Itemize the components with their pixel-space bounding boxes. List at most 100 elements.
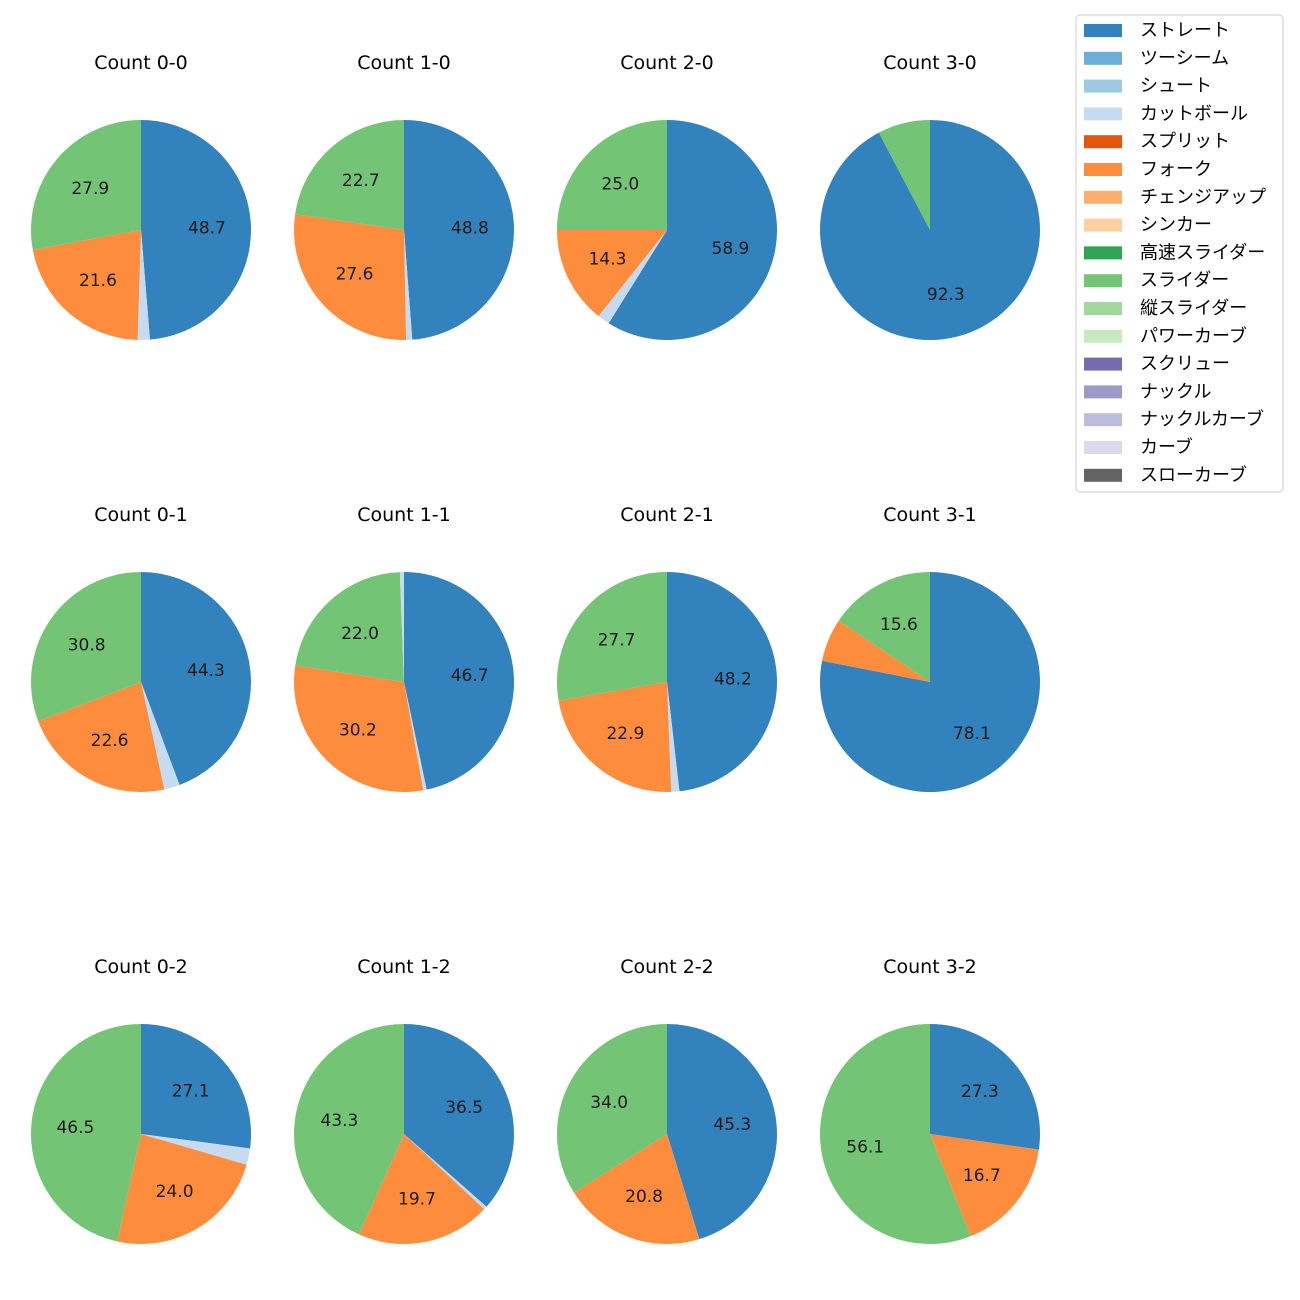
legend-swatch [1084, 163, 1122, 176]
pie-slice [667, 1024, 777, 1240]
pie-slice [557, 120, 667, 230]
slice-label: 19.7 [398, 1190, 436, 1210]
pie-slice [293, 1024, 404, 1235]
pie-panel: Count 1-1 46.7 30.2 22.0 [293, 504, 514, 792]
legend-label: ナックルカーブ [1140, 408, 1264, 430]
panel-title: Count 3-2 [883, 956, 977, 978]
legend-swatch [1084, 246, 1122, 260]
slice-label: 22.0 [341, 624, 379, 644]
legend-item: ナックルカーブ [1084, 408, 1264, 430]
legend-label: フォーク [1140, 159, 1212, 180]
slice-label: 27.1 [172, 1082, 210, 1102]
legend-swatch [1084, 385, 1122, 399]
legend-item: 縦スライダー [1084, 298, 1247, 319]
panel-title: Count 1-1 [357, 504, 451, 526]
pie-slice [295, 120, 404, 230]
legend-label: ストレート [1140, 20, 1230, 41]
slice-label: 30.2 [339, 720, 377, 740]
legend-label: シュート [1140, 76, 1212, 97]
legend-label: カーブ [1140, 436, 1193, 458]
legend-label: シンカー [1140, 215, 1212, 236]
panel-title: Count 1-2 [357, 956, 451, 978]
pie-slice [820, 572, 1040, 792]
pie-slice [141, 682, 180, 790]
slice-label: 48.8 [451, 219, 489, 239]
legend-label: カットボール [1140, 103, 1248, 124]
slice-label: 58.9 [712, 239, 750, 259]
pie-slice [667, 682, 680, 792]
slice-label: 78.1 [953, 724, 991, 744]
slice-label: 34.0 [590, 1093, 628, 1113]
legend-item: ナックル [1084, 381, 1211, 402]
slice-label: 24.0 [156, 1182, 194, 1202]
pie-panel: Count 2-2 45.3 20.8 34.0 [557, 956, 777, 1245]
slice-label: 46.7 [451, 666, 489, 686]
legend-item: シンカー [1084, 215, 1212, 236]
slice-label: 44.3 [187, 661, 225, 681]
pie-slice [30, 572, 141, 722]
pie-panel: Count 2-0 58.9 14.3 25.0 [557, 52, 778, 341]
legend-swatch [1084, 51, 1122, 65]
legend-swatch [1084, 107, 1122, 121]
legend-label: パワーカーブ [1140, 325, 1247, 347]
pie-slice [404, 230, 413, 340]
pie-slice [32, 230, 141, 340]
pie-slice [30, 1024, 142, 1242]
slice-label: 36.5 [445, 1098, 483, 1118]
legend-swatch [1084, 357, 1122, 371]
panel-title: Count 3-1 [883, 504, 977, 526]
legend-item: フォーク [1084, 159, 1212, 180]
legend-swatch [1084, 274, 1122, 288]
legend-label: チェンジアップ [1140, 187, 1266, 208]
slice-label: 16.7 [963, 1166, 1001, 1186]
legend-swatch [1084, 135, 1122, 149]
pie-slice [558, 682, 672, 792]
pie-slice [557, 572, 667, 701]
pie-panel: Count 0-0 48.7 21.6 27.9 [30, 52, 251, 340]
slice-label: 92.3 [927, 285, 965, 305]
legend-label: スライダー [1140, 270, 1229, 291]
pie-slice [557, 230, 667, 317]
legend-item: チェンジアップ [1084, 187, 1266, 208]
slice-label: 48.7 [188, 218, 226, 238]
legend-label: スクリュー [1140, 354, 1230, 375]
slice-label: 22.9 [606, 724, 644, 744]
panel-title: Count 2-1 [620, 504, 714, 526]
pie-slice [117, 1134, 247, 1244]
pie-panels: Count 0-0 48.7 21.6 27.9 Count 1-0 48.8 27.6 22… [30, 52, 1040, 1245]
pie-panel: Count 0-2 27.1 24.0 46.5 [30, 956, 251, 1244]
pie-slice [141, 120, 251, 340]
pie-slice [667, 572, 777, 792]
legend-item: ツーシーム [1084, 48, 1229, 69]
legend-item: シュート [1084, 76, 1212, 97]
pie-slice [878, 120, 930, 230]
legend-swatch [1084, 218, 1122, 232]
pie-slice [404, 572, 514, 790]
legend-swatch [1084, 79, 1122, 93]
pie-slice [293, 665, 424, 792]
slice-label: 22.6 [91, 731, 129, 751]
slice-label: 27.7 [598, 630, 636, 650]
legend-item: スライダー [1084, 270, 1229, 291]
pie-slice [598, 230, 667, 324]
slice-label: 27.6 [336, 265, 374, 285]
pie-slice [141, 571, 252, 786]
pie-slice [930, 1024, 1040, 1150]
slice-label: 25.0 [601, 174, 639, 194]
pie-slice [38, 682, 165, 792]
slice-label: 45.3 [713, 1115, 751, 1135]
legend-frame [1075, 14, 1284, 493]
legend-swatch [1084, 24, 1122, 37]
legend-swatch [1084, 441, 1122, 454]
pie-slice [30, 119, 141, 250]
slice-label: 22.7 [342, 171, 380, 191]
slice-label: 20.8 [625, 1187, 663, 1207]
pie-panel: Count 1-0 48.8 27.6 22.7 [294, 52, 514, 340]
legend-item: スプリット [1084, 131, 1230, 152]
panel-title: Count 2-0 [620, 52, 714, 74]
pie-panel: Count 2-1 48.2 22.9 27.7 [557, 504, 777, 792]
panel-title: Count 1-0 [357, 52, 451, 74]
slice-label: 48.2 [714, 669, 752, 689]
legend-swatch [1084, 329, 1122, 343]
